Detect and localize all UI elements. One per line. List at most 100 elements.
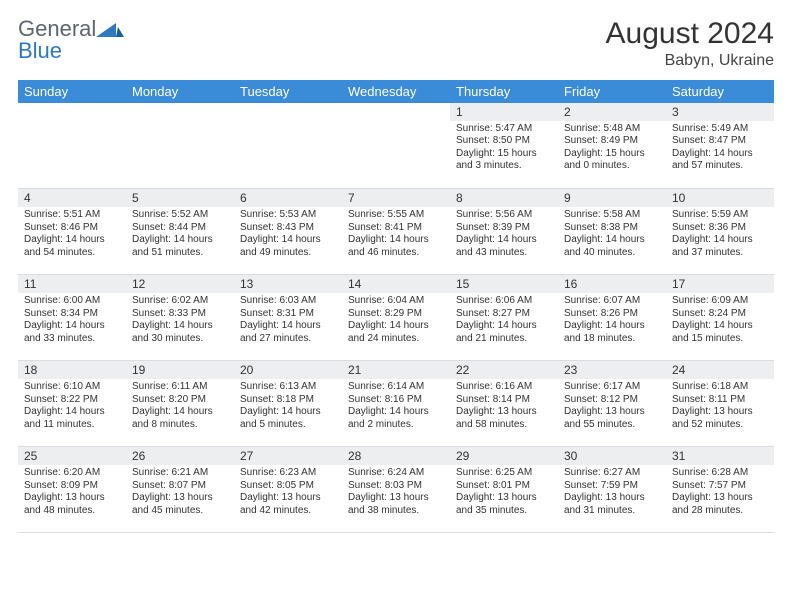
calendar-day-cell: 13Sunrise: 6:03 AMSunset: 8:31 PMDayligh… xyxy=(234,275,342,361)
day-body: Sunrise: 6:21 AMSunset: 8:07 PMDaylight:… xyxy=(126,465,234,521)
sunrise-text: Sunrise: 5:48 AM xyxy=(564,123,660,136)
day-body: Sunrise: 6:24 AMSunset: 8:03 PMDaylight:… xyxy=(342,465,450,521)
daylight-text: Daylight: 14 hours and 11 minutes. xyxy=(24,406,120,431)
calendar-week-row: 18Sunrise: 6:10 AMSunset: 8:22 PMDayligh… xyxy=(18,361,774,447)
sunrise-text: Sunrise: 6:04 AM xyxy=(348,295,444,308)
sunset-text: Sunset: 8:31 PM xyxy=(240,308,336,321)
sunset-text: Sunset: 8:41 PM xyxy=(348,222,444,235)
day-number xyxy=(342,103,450,121)
brand-name-part2: Blue xyxy=(18,38,62,63)
calendar-day-cell: 11Sunrise: 6:00 AMSunset: 8:34 PMDayligh… xyxy=(18,275,126,361)
day-number: 28 xyxy=(342,447,450,465)
calendar-day-cell: 24Sunrise: 6:18 AMSunset: 8:11 PMDayligh… xyxy=(666,361,774,447)
calendar-day-cell: 21Sunrise: 6:14 AMSunset: 8:16 PMDayligh… xyxy=(342,361,450,447)
day-body: Sunrise: 5:56 AMSunset: 8:39 PMDaylight:… xyxy=(450,207,558,263)
day-body: Sunrise: 6:17 AMSunset: 8:12 PMDaylight:… xyxy=(558,379,666,435)
day-number: 30 xyxy=(558,447,666,465)
calendar-day-cell: 3Sunrise: 5:49 AMSunset: 8:47 PMDaylight… xyxy=(666,103,774,189)
sunrise-text: Sunrise: 6:14 AM xyxy=(348,381,444,394)
calendar-day-cell: 28Sunrise: 6:24 AMSunset: 8:03 PMDayligh… xyxy=(342,447,450,533)
sunset-text: Sunset: 8:38 PM xyxy=(564,222,660,235)
day-number: 21 xyxy=(342,361,450,379)
sunset-text: Sunset: 8:22 PM xyxy=(24,394,120,407)
day-number: 14 xyxy=(342,275,450,293)
calendar-day-cell: 7Sunrise: 5:55 AMSunset: 8:41 PMDaylight… xyxy=(342,189,450,275)
day-number: 27 xyxy=(234,447,342,465)
day-body xyxy=(342,121,450,135)
day-body: Sunrise: 5:47 AMSunset: 8:50 PMDaylight:… xyxy=(450,121,558,177)
sunset-text: Sunset: 8:47 PM xyxy=(672,135,768,148)
brand-name: General Blue xyxy=(18,18,96,62)
daylight-text: Daylight: 14 hours and 21 minutes. xyxy=(456,320,552,345)
day-body: Sunrise: 6:04 AMSunset: 8:29 PMDaylight:… xyxy=(342,293,450,349)
sunset-text: Sunset: 8:14 PM xyxy=(456,394,552,407)
sunset-text: Sunset: 8:20 PM xyxy=(132,394,228,407)
sunset-text: Sunset: 8:01 PM xyxy=(456,480,552,493)
sunrise-text: Sunrise: 6:28 AM xyxy=(672,467,768,480)
day-number: 31 xyxy=(666,447,774,465)
daylight-text: Daylight: 14 hours and 40 minutes. xyxy=(564,234,660,259)
calendar-day-cell: 30Sunrise: 6:27 AMSunset: 7:59 PMDayligh… xyxy=(558,447,666,533)
daylight-text: Daylight: 13 hours and 58 minutes. xyxy=(456,406,552,431)
day-number: 26 xyxy=(126,447,234,465)
sunrise-text: Sunrise: 6:13 AM xyxy=(240,381,336,394)
day-body: Sunrise: 6:02 AMSunset: 8:33 PMDaylight:… xyxy=(126,293,234,349)
daylight-text: Daylight: 13 hours and 28 minutes. xyxy=(672,492,768,517)
day-body: Sunrise: 5:48 AMSunset: 8:49 PMDaylight:… xyxy=(558,121,666,177)
calendar-body: 1Sunrise: 5:47 AMSunset: 8:50 PMDaylight… xyxy=(18,103,774,533)
weekday-header: Saturday xyxy=(666,80,774,103)
calendar-day-cell: 2Sunrise: 5:48 AMSunset: 8:49 PMDaylight… xyxy=(558,103,666,189)
sunset-text: Sunset: 8:03 PM xyxy=(348,480,444,493)
calendar-weekday-header: SundayMondayTuesdayWednesdayThursdayFrid… xyxy=(18,80,774,103)
calendar-day-cell: 12Sunrise: 6:02 AMSunset: 8:33 PMDayligh… xyxy=(126,275,234,361)
weekday-header: Wednesday xyxy=(342,80,450,103)
day-number: 7 xyxy=(342,189,450,207)
daylight-text: Daylight: 14 hours and 30 minutes. xyxy=(132,320,228,345)
day-body: Sunrise: 6:16 AMSunset: 8:14 PMDaylight:… xyxy=(450,379,558,435)
page-header: General Blue August 2024 Babyn, Ukraine xyxy=(18,18,774,70)
calendar-page: General Blue August 2024 Babyn, Ukraine … xyxy=(0,0,792,543)
sunrise-text: Sunrise: 6:17 AM xyxy=(564,381,660,394)
sunset-text: Sunset: 8:11 PM xyxy=(672,394,768,407)
day-body: Sunrise: 5:52 AMSunset: 8:44 PMDaylight:… xyxy=(126,207,234,263)
sunset-text: Sunset: 8:49 PM xyxy=(564,135,660,148)
day-number: 11 xyxy=(18,275,126,293)
calendar-day-cell xyxy=(342,103,450,189)
sunrise-text: Sunrise: 6:24 AM xyxy=(348,467,444,480)
calendar-day-cell: 15Sunrise: 6:06 AMSunset: 8:27 PMDayligh… xyxy=(450,275,558,361)
daylight-text: Daylight: 14 hours and 57 minutes. xyxy=(672,148,768,173)
day-body: Sunrise: 6:00 AMSunset: 8:34 PMDaylight:… xyxy=(18,293,126,349)
calendar-week-row: 1Sunrise: 5:47 AMSunset: 8:50 PMDaylight… xyxy=(18,103,774,189)
day-body: Sunrise: 6:27 AMSunset: 7:59 PMDaylight:… xyxy=(558,465,666,521)
daylight-text: Daylight: 14 hours and 51 minutes. xyxy=(132,234,228,259)
calendar-day-cell xyxy=(126,103,234,189)
day-body: Sunrise: 6:18 AMSunset: 8:11 PMDaylight:… xyxy=(666,379,774,435)
sunset-text: Sunset: 8:12 PM xyxy=(564,394,660,407)
day-number: 17 xyxy=(666,275,774,293)
calendar-day-cell: 31Sunrise: 6:28 AMSunset: 7:57 PMDayligh… xyxy=(666,447,774,533)
calendar-day-cell: 29Sunrise: 6:25 AMSunset: 8:01 PMDayligh… xyxy=(450,447,558,533)
day-number: 20 xyxy=(234,361,342,379)
calendar-day-cell: 27Sunrise: 6:23 AMSunset: 8:05 PMDayligh… xyxy=(234,447,342,533)
day-number: 5 xyxy=(126,189,234,207)
calendar-day-cell: 1Sunrise: 5:47 AMSunset: 8:50 PMDaylight… xyxy=(450,103,558,189)
sunrise-text: Sunrise: 5:47 AM xyxy=(456,123,552,136)
sunrise-text: Sunrise: 5:51 AM xyxy=(24,209,120,222)
day-body: Sunrise: 6:11 AMSunset: 8:20 PMDaylight:… xyxy=(126,379,234,435)
daylight-text: Daylight: 14 hours and 15 minutes. xyxy=(672,320,768,345)
calendar-day-cell: 23Sunrise: 6:17 AMSunset: 8:12 PMDayligh… xyxy=(558,361,666,447)
sunrise-text: Sunrise: 6:20 AM xyxy=(24,467,120,480)
sunset-text: Sunset: 8:05 PM xyxy=(240,480,336,493)
daylight-text: Daylight: 13 hours and 42 minutes. xyxy=(240,492,336,517)
day-number: 19 xyxy=(126,361,234,379)
calendar-day-cell: 4Sunrise: 5:51 AMSunset: 8:46 PMDaylight… xyxy=(18,189,126,275)
day-number: 24 xyxy=(666,361,774,379)
calendar-week-row: 4Sunrise: 5:51 AMSunset: 8:46 PMDaylight… xyxy=(18,189,774,275)
sunrise-text: Sunrise: 5:52 AM xyxy=(132,209,228,222)
weekday-header: Friday xyxy=(558,80,666,103)
sunrise-text: Sunrise: 6:02 AM xyxy=(132,295,228,308)
day-body: Sunrise: 6:13 AMSunset: 8:18 PMDaylight:… xyxy=(234,379,342,435)
day-body xyxy=(126,121,234,135)
calendar-table: SundayMondayTuesdayWednesdayThursdayFrid… xyxy=(18,80,774,534)
day-body: Sunrise: 5:58 AMSunset: 8:38 PMDaylight:… xyxy=(558,207,666,263)
